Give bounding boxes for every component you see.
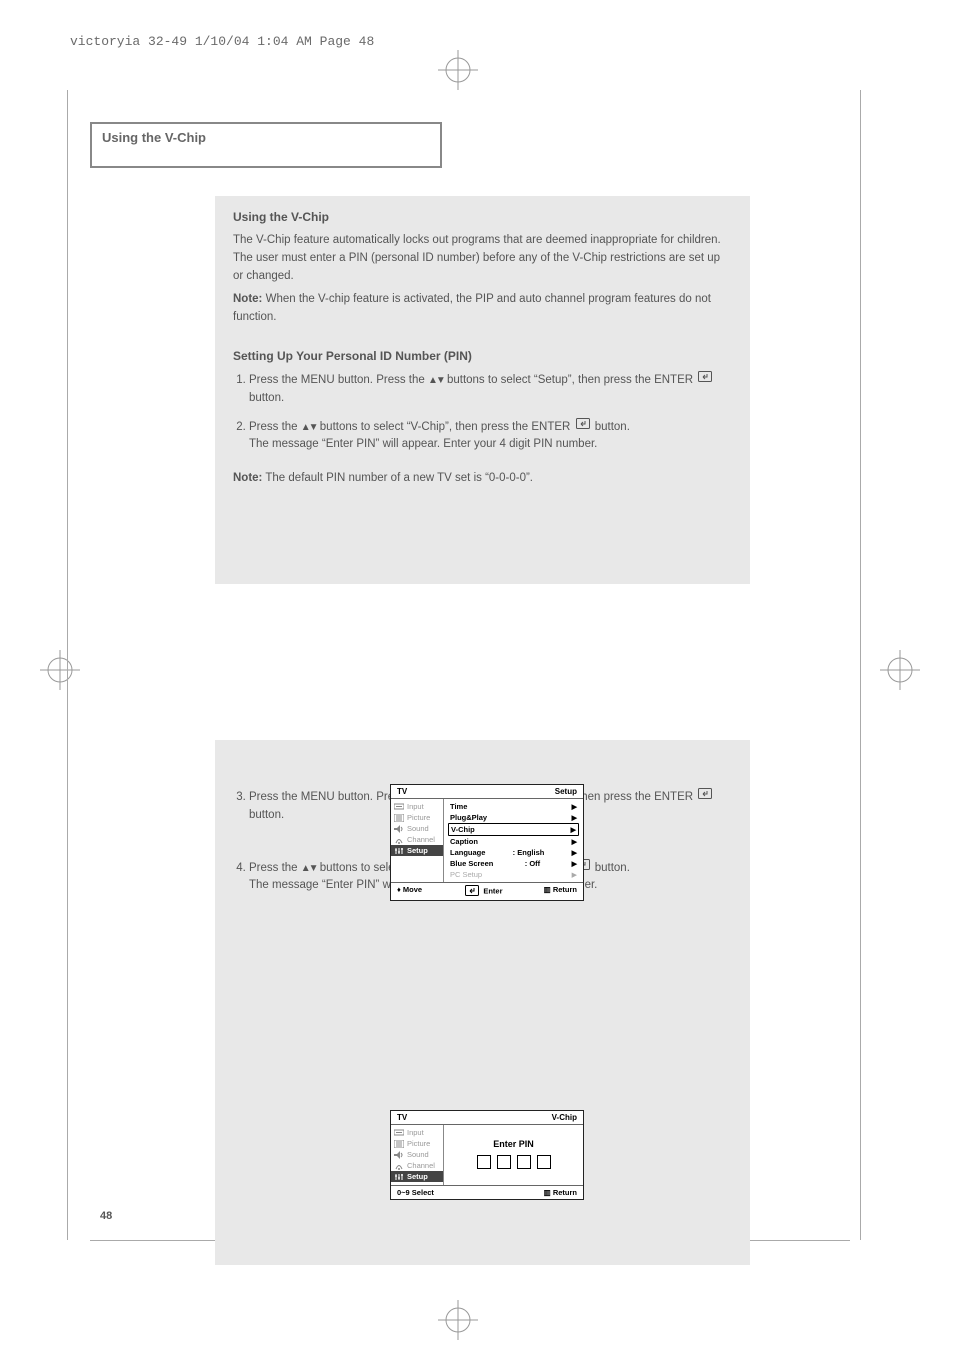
step-text: button. xyxy=(249,392,284,404)
step-item: Press the MENU button. Press the ▲▼ butt… xyxy=(249,371,732,408)
osd-row: Language: English▶ xyxy=(448,847,579,858)
osd-row: Time▶ xyxy=(448,801,579,812)
osd-row: Blue Screen: Off▶ xyxy=(448,858,579,869)
pin-digit xyxy=(517,1155,531,1169)
osd-titlebar: TV Setup xyxy=(391,785,583,799)
note-body: The default PIN number of a new TV set i… xyxy=(265,472,533,484)
note-body: When the V-chip feature is activated, th… xyxy=(233,293,711,323)
pin-digit xyxy=(497,1155,511,1169)
osd-side-item: Input xyxy=(391,801,443,812)
section-heading: Using the V-Chip xyxy=(233,210,750,224)
osd-side-item: Picture xyxy=(391,812,443,823)
step-text: button. xyxy=(249,809,284,821)
enter-icon xyxy=(576,418,590,436)
osd-side-item: Input xyxy=(391,1127,443,1138)
osd-titlebar: TV V-Chip xyxy=(391,1111,583,1125)
osd-footer: ♦ Move Enter ▥ Return xyxy=(391,882,583,900)
pin-digit xyxy=(537,1155,551,1169)
enter-pin-label: Enter PIN xyxy=(448,1139,579,1149)
osd-footer: 0~9 Select ▥ Return xyxy=(391,1185,583,1199)
osd-side-item: Setup xyxy=(391,1171,443,1182)
osd-sidebar: InputPictureSoundChannelSetup xyxy=(391,1125,444,1185)
osd-footer-item: ♦ Move xyxy=(397,885,422,898)
note-line: Note: When the V-chip feature is activat… xyxy=(233,291,732,327)
osd-row: PC Setup▶ xyxy=(448,869,579,880)
pin-boxes xyxy=(448,1155,579,1169)
page-header-meta: victoryia 32-49 1/10/04 1:04 AM Page 48 xyxy=(70,34,374,49)
note-label: Note: xyxy=(233,293,262,305)
step-text: button. xyxy=(592,862,630,874)
step-list: Press the MENU button. Press the ▲▼ butt… xyxy=(215,371,750,454)
osd-footer-item: 0~9 Select xyxy=(397,1188,434,1197)
osd-main: Enter PIN xyxy=(444,1125,583,1185)
intro-text: The V-Chip feature automatically locks o… xyxy=(233,232,732,285)
updown-icon: ▲▼ xyxy=(301,422,317,433)
osd-row: V-Chip▶ xyxy=(448,823,579,836)
osd-title-right: V-Chip xyxy=(552,1113,577,1122)
enter-icon xyxy=(698,788,712,806)
crop-mark-icon xyxy=(438,50,478,90)
crop-mark-icon xyxy=(438,1300,478,1340)
osd-side-item: Picture xyxy=(391,1138,443,1149)
updown-icon: ▲▼ xyxy=(428,375,444,386)
step-item: Press the ▲▼ buttons to select “V-Chip”,… xyxy=(249,418,732,455)
updown-icon: ▲▼ xyxy=(301,863,317,874)
osd-side-item: Channel xyxy=(391,1160,443,1171)
content-panel: Press the MENU button. Press the ▲▼ butt… xyxy=(215,740,750,1265)
step-text: buttons to select “Setup”, then press th… xyxy=(444,374,696,386)
crop-mark-icon xyxy=(880,650,920,690)
osd-footer-item: Enter xyxy=(463,885,502,898)
osd-sidebar: InputPictureSoundChannelSetup xyxy=(391,799,444,882)
step-text: Press the MENU button. Press the xyxy=(249,374,428,386)
trim-line xyxy=(860,90,861,1240)
osd-footer-item: ▥ Return xyxy=(544,1188,577,1197)
osd-side-item: Setup xyxy=(391,845,443,856)
osd-screen-pin: TV V-Chip InputPictureSoundChannelSetup … xyxy=(390,1110,584,1200)
step-text: button. xyxy=(592,421,630,433)
footnote: Note: The default PIN number of a new TV… xyxy=(233,470,732,488)
osd-footer-item: ▥ Return xyxy=(544,885,577,898)
chapter-title: Using the V-Chip xyxy=(102,130,430,145)
osd-title-left: TV xyxy=(397,787,407,796)
page-number: 48 xyxy=(100,1210,112,1222)
enter-icon xyxy=(698,371,712,389)
step-text: buttons to select “V-Chip”, then press t… xyxy=(317,421,574,433)
note-label: Note: xyxy=(233,472,262,484)
step-text: The message “Enter PIN” will appear. Ent… xyxy=(249,438,597,450)
osd-title-left: TV xyxy=(397,1113,407,1122)
content-panel: Using the V-Chip The V-Chip feature auto… xyxy=(215,196,750,584)
subsection-heading: Setting Up Your Personal ID Number (PIN) xyxy=(233,349,750,363)
crop-mark-icon xyxy=(40,650,80,690)
osd-title-right: Setup xyxy=(555,787,577,796)
step-text: Press the xyxy=(249,862,301,874)
osd-row: Plug&Play▶ xyxy=(448,812,579,823)
osd-side-item: Channel xyxy=(391,834,443,845)
pin-digit xyxy=(477,1155,491,1169)
trim-line xyxy=(67,90,68,1240)
osd-side-item: Sound xyxy=(391,823,443,834)
chapter-title-box: Using the V-Chip xyxy=(90,122,442,168)
osd-side-item: Sound xyxy=(391,1149,443,1160)
osd-main: Time▶Plug&Play▶V-Chip▶Caption▶Language: … xyxy=(444,799,583,882)
osd-screen-setup: TV Setup InputPictureSoundChannelSetup T… xyxy=(390,784,584,901)
step-text: Press the xyxy=(249,421,301,433)
osd-row: Caption▶ xyxy=(448,836,579,847)
